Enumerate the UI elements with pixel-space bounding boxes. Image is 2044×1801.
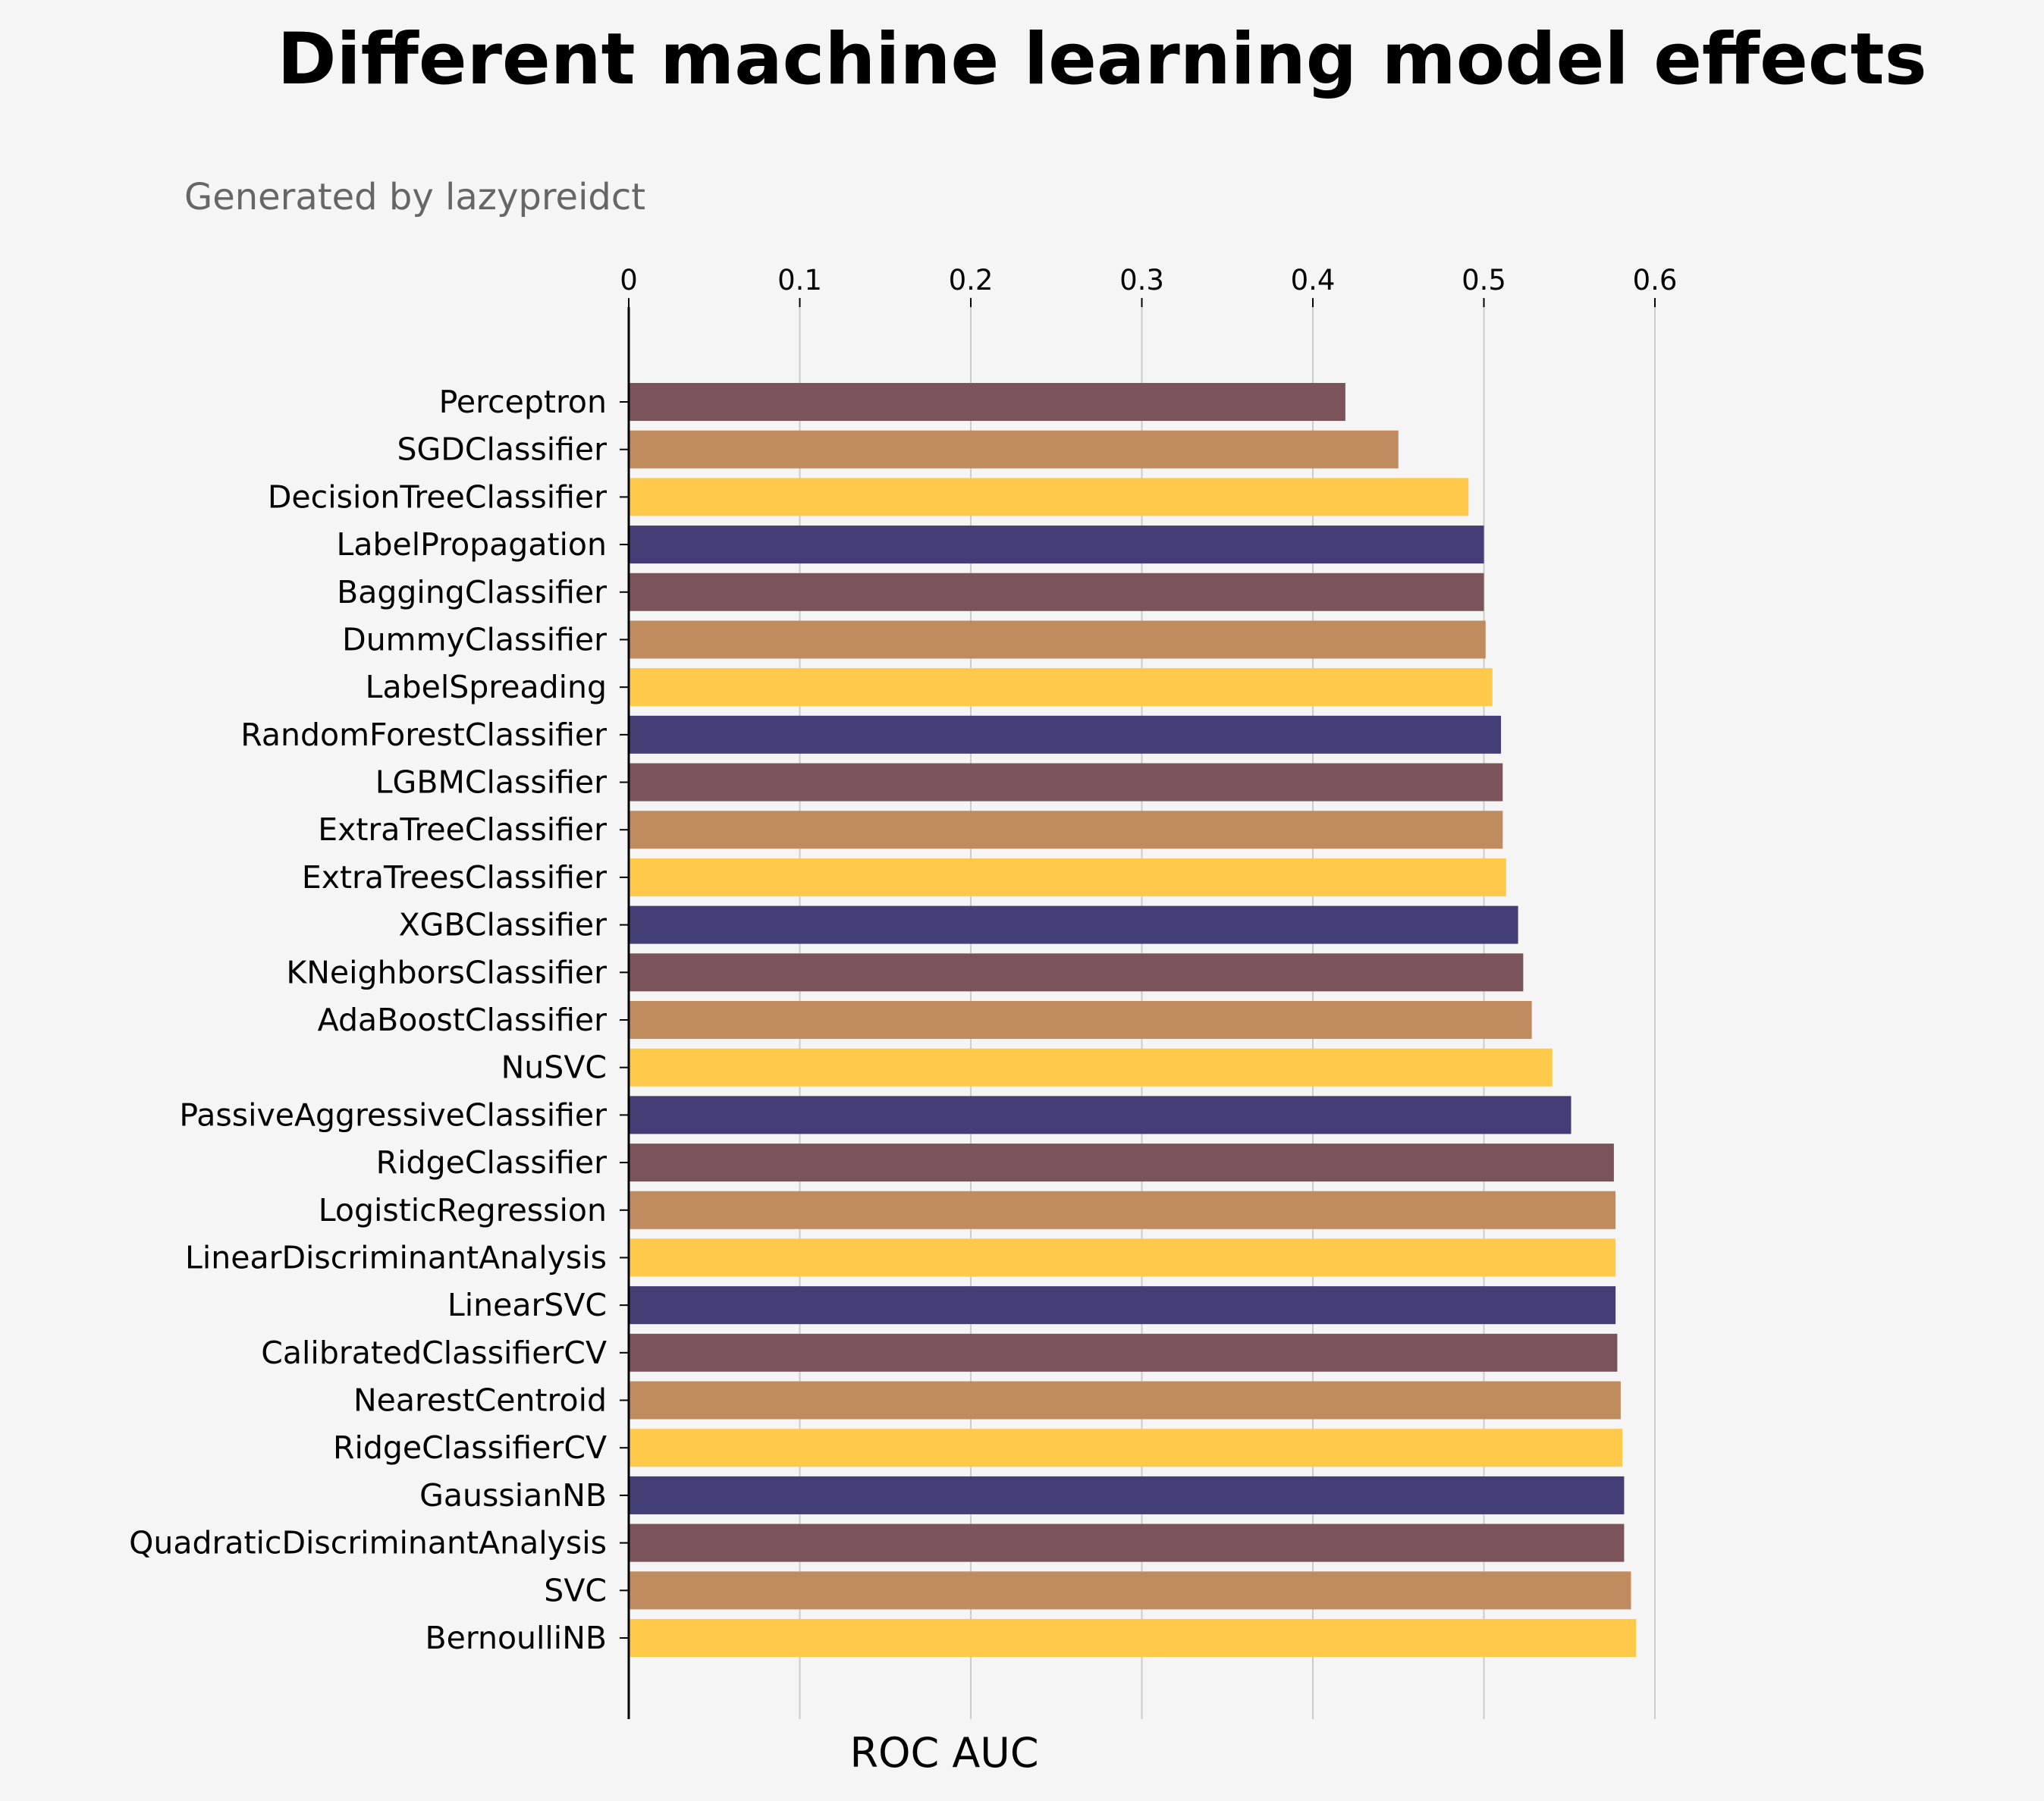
category-label: SGDClassifier: [397, 431, 607, 468]
bar: [629, 811, 1503, 849]
category-label: PassiveAggressiveClassifier: [179, 1097, 607, 1133]
bar: [629, 1191, 1616, 1229]
bar: [629, 715, 1502, 754]
bar: [629, 1619, 1637, 1657]
category-label: Perceptron: [439, 384, 607, 420]
category-label: NuSVC: [501, 1050, 607, 1086]
category-label: ExtraTreesClassifier: [302, 859, 607, 896]
x-tick-label: 0.2: [949, 264, 994, 297]
bar: [629, 1333, 1618, 1372]
bar: [629, 1381, 1621, 1420]
bar: [629, 1286, 1616, 1325]
x-tick-label: 0.6: [1633, 264, 1678, 297]
bar: [629, 668, 1493, 707]
category-label: ExtraTreeClassifier: [318, 811, 607, 848]
bar: [629, 526, 1484, 564]
bar: [629, 1144, 1614, 1182]
category-label: RidgeClassifierCV: [333, 1429, 607, 1466]
category-label: NearestCentroid: [353, 1382, 607, 1419]
bar: [629, 430, 1399, 469]
category-label: LabelPropagation: [337, 526, 608, 563]
bar: [629, 953, 1524, 992]
x-tick-label: 0: [620, 264, 638, 297]
x-axis-label: ROC AUC: [849, 1729, 1038, 1777]
category-label: DecisionTreeClassifier: [268, 478, 607, 515]
x-tick-label: 0.4: [1291, 264, 1336, 297]
bar: [629, 1001, 1532, 1039]
category-label: LGBMClassifier: [375, 764, 607, 801]
bar: [629, 383, 1345, 421]
bar: [629, 1429, 1623, 1467]
category-label: LinearSVC: [447, 1287, 607, 1323]
category-label: LabelSpreading: [366, 669, 607, 705]
category-label: DummyClassifier: [342, 621, 607, 657]
bar: [629, 905, 1518, 944]
category-label: RandomForestClassifier: [240, 717, 607, 753]
bar: [629, 1571, 1631, 1610]
category-label: LogisticRegression: [319, 1192, 607, 1228]
category-label: GaussianNB: [419, 1477, 607, 1514]
x-tick-label: 0.3: [1119, 264, 1164, 297]
bar: [629, 858, 1506, 896]
bar: [629, 763, 1503, 802]
category-label: RidgeClassifier: [376, 1144, 607, 1181]
category-label: KNeighborsClassifier: [286, 954, 607, 990]
category-label: BernoulliNB: [425, 1620, 607, 1656]
category-label: SVC: [544, 1572, 607, 1608]
chart-title: Different machine learning model effects: [277, 18, 1926, 101]
bar: [629, 1476, 1625, 1514]
category-label: CalibratedClassifierCV: [261, 1335, 607, 1371]
bar: [629, 1096, 1571, 1134]
bar: [629, 478, 1469, 516]
x-tick-label: 0.1: [777, 264, 822, 297]
category-label: BaggingClassifier: [337, 574, 607, 610]
category-label: LinearDiscriminantAnalysis: [185, 1239, 607, 1275]
x-tick-label: 0.5: [1462, 264, 1506, 297]
bar: [629, 1523, 1625, 1562]
category-labels: Perceptron SGDClassifier DecisionTreeClass…: [129, 384, 629, 1656]
category-label: QuadraticDiscriminantAnalysis: [129, 1525, 607, 1561]
bar: [629, 1238, 1616, 1277]
chart-subtitle: Generated by lazypreidct: [184, 176, 645, 218]
bar: [629, 620, 1486, 659]
x-axis-ticks: 0 0.1 0.2 0.3 0.4 0.5 0.6: [620, 264, 1677, 307]
category-label: XGBClassifier: [399, 907, 608, 943]
category-label: AdaBoostClassifier: [318, 1002, 608, 1038]
bar: [629, 1048, 1553, 1087]
bars: [629, 383, 1637, 1657]
bar: [629, 573, 1484, 611]
